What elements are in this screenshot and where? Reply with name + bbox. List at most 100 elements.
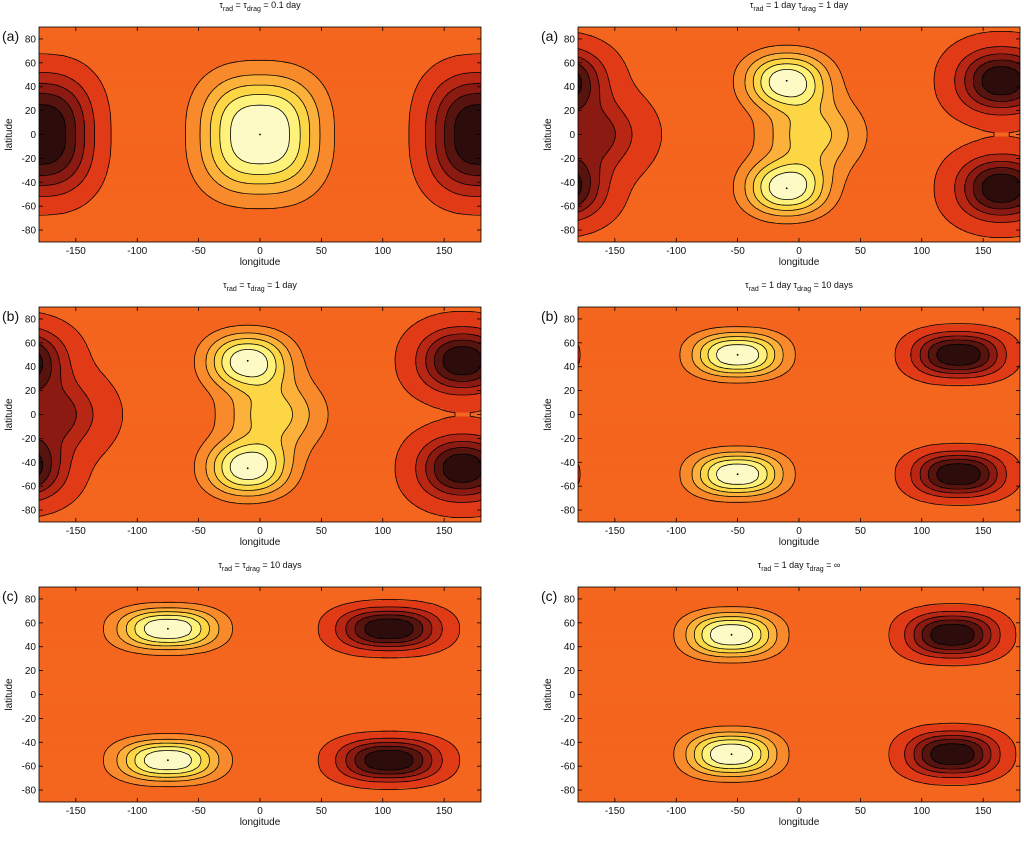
- fill-cell: [604, 40, 957, 44]
- fill-cell: [443, 58, 481, 62]
- fill-cell: [930, 444, 987, 447]
- fill-cell: [752, 146, 773, 150]
- fill-cell: [824, 88, 833, 92]
- fill-cell: [319, 134, 336, 138]
- fill-cell: [223, 470, 232, 473]
- fill-cell: [281, 496, 406, 499]
- fill-cell: [411, 158, 428, 161]
- fill-cell: [716, 326, 761, 330]
- fill-cell: [788, 116, 825, 120]
- fill-cell: [608, 188, 633, 191]
- fill-cell: [812, 170, 823, 173]
- fill-cell: [806, 78, 815, 82]
- fill-cell: [660, 140, 755, 144]
- fill-cell: [984, 96, 1020, 100]
- fill-cell: [826, 146, 845, 150]
- fill-cell: [974, 206, 989, 209]
- fill-cell: [233, 116, 288, 120]
- fill-cell: [986, 444, 1020, 447]
- fill-cell: [397, 454, 420, 457]
- fill-cell: [614, 170, 645, 173]
- fill-cell: [101, 186, 200, 189]
- fill-cell: [411, 108, 428, 112]
- fill-cell: [267, 468, 276, 471]
- fill-cell: [936, 90, 957, 94]
- fill-cell: [221, 142, 232, 146]
- fill-cell: [425, 490, 442, 493]
- fill-cell: [978, 490, 997, 493]
- fill-cell: [87, 64, 222, 68]
- fill-cell: [920, 476, 929, 479]
- fill-cell: [445, 118, 456, 122]
- fill-cell: [287, 346, 300, 350]
- fill-cell: [612, 92, 643, 96]
- fill-cell: [81, 160, 92, 163]
- fill-cell: [291, 406, 310, 410]
- fill-cell: [211, 90, 230, 94]
- fill-cell: [321, 392, 410, 396]
- fill-cell: [91, 472, 196, 475]
- fill-cell: [221, 386, 236, 390]
- fill-cell: [790, 338, 901, 342]
- fill-cell: [437, 350, 448, 354]
- fill-cell: [447, 458, 480, 461]
- fill-cell: [956, 226, 1020, 229]
- fill-cell: [976, 340, 991, 344]
- fill-cell: [293, 460, 308, 463]
- fill-cell: [578, 126, 615, 130]
- fill-cell: [211, 376, 222, 380]
- fill-cell: [694, 346, 703, 350]
- fill-cell: [39, 50, 481, 54]
- fill-cell: [754, 184, 761, 187]
- fill-cell: [802, 92, 815, 96]
- fill-cell: [277, 362, 284, 366]
- fill-cell: [289, 474, 304, 477]
- fill-cell: [824, 52, 943, 56]
- fill-cell: [91, 354, 196, 358]
- fill-cell: [447, 442, 480, 445]
- fill-cell: [692, 468, 703, 471]
- fill-cell: [315, 74, 424, 78]
- fill-cell: [285, 112, 298, 116]
- fill-cell: [39, 164, 68, 167]
- contour-line-5: [39, 311, 481, 518]
- fill-cell: [219, 338, 236, 342]
- fill-cell: [600, 176, 613, 179]
- fill-cell: [69, 358, 94, 362]
- fill-cell: [912, 468, 921, 471]
- fill-cell: [103, 182, 198, 185]
- fill-cell: [293, 466, 306, 469]
- fill-cell: [445, 136, 456, 140]
- fill-cell: [415, 360, 426, 364]
- fill-cell: [578, 516, 1020, 519]
- fill-cell: [287, 480, 300, 483]
- fill-cell: [327, 88, 416, 92]
- fill-cell: [207, 72, 314, 76]
- fill-cell: [858, 108, 945, 112]
- fill-cell: [1014, 168, 1020, 171]
- fill-cell: [968, 104, 987, 108]
- x-axis-label: longitude: [240, 537, 281, 548]
- fill-cell: [61, 112, 74, 116]
- fill-cell: [976, 196, 987, 199]
- fill-cell: [898, 460, 917, 463]
- fill-cell: [221, 466, 232, 469]
- fill-cell: [305, 180, 326, 183]
- fill-cell: [844, 118, 865, 122]
- fill-cell: [281, 96, 300, 100]
- fill-cell: [227, 204, 294, 207]
- fill-cell: [774, 130, 791, 134]
- fill-cell: [746, 188, 755, 191]
- fill-cell: [624, 206, 741, 209]
- fill-cell: [578, 374, 695, 378]
- fill-cell: [93, 418, 124, 422]
- fill-cell: [99, 76, 204, 80]
- fill-cell: [912, 356, 921, 360]
- fill-cell: [71, 400, 90, 404]
- fill-cell: [411, 102, 430, 106]
- fill-cell: [67, 164, 80, 167]
- fill-cell: [39, 416, 78, 420]
- fill-cell: [578, 498, 707, 501]
- fill-cell: [590, 186, 599, 189]
- fill-cell: [580, 56, 597, 60]
